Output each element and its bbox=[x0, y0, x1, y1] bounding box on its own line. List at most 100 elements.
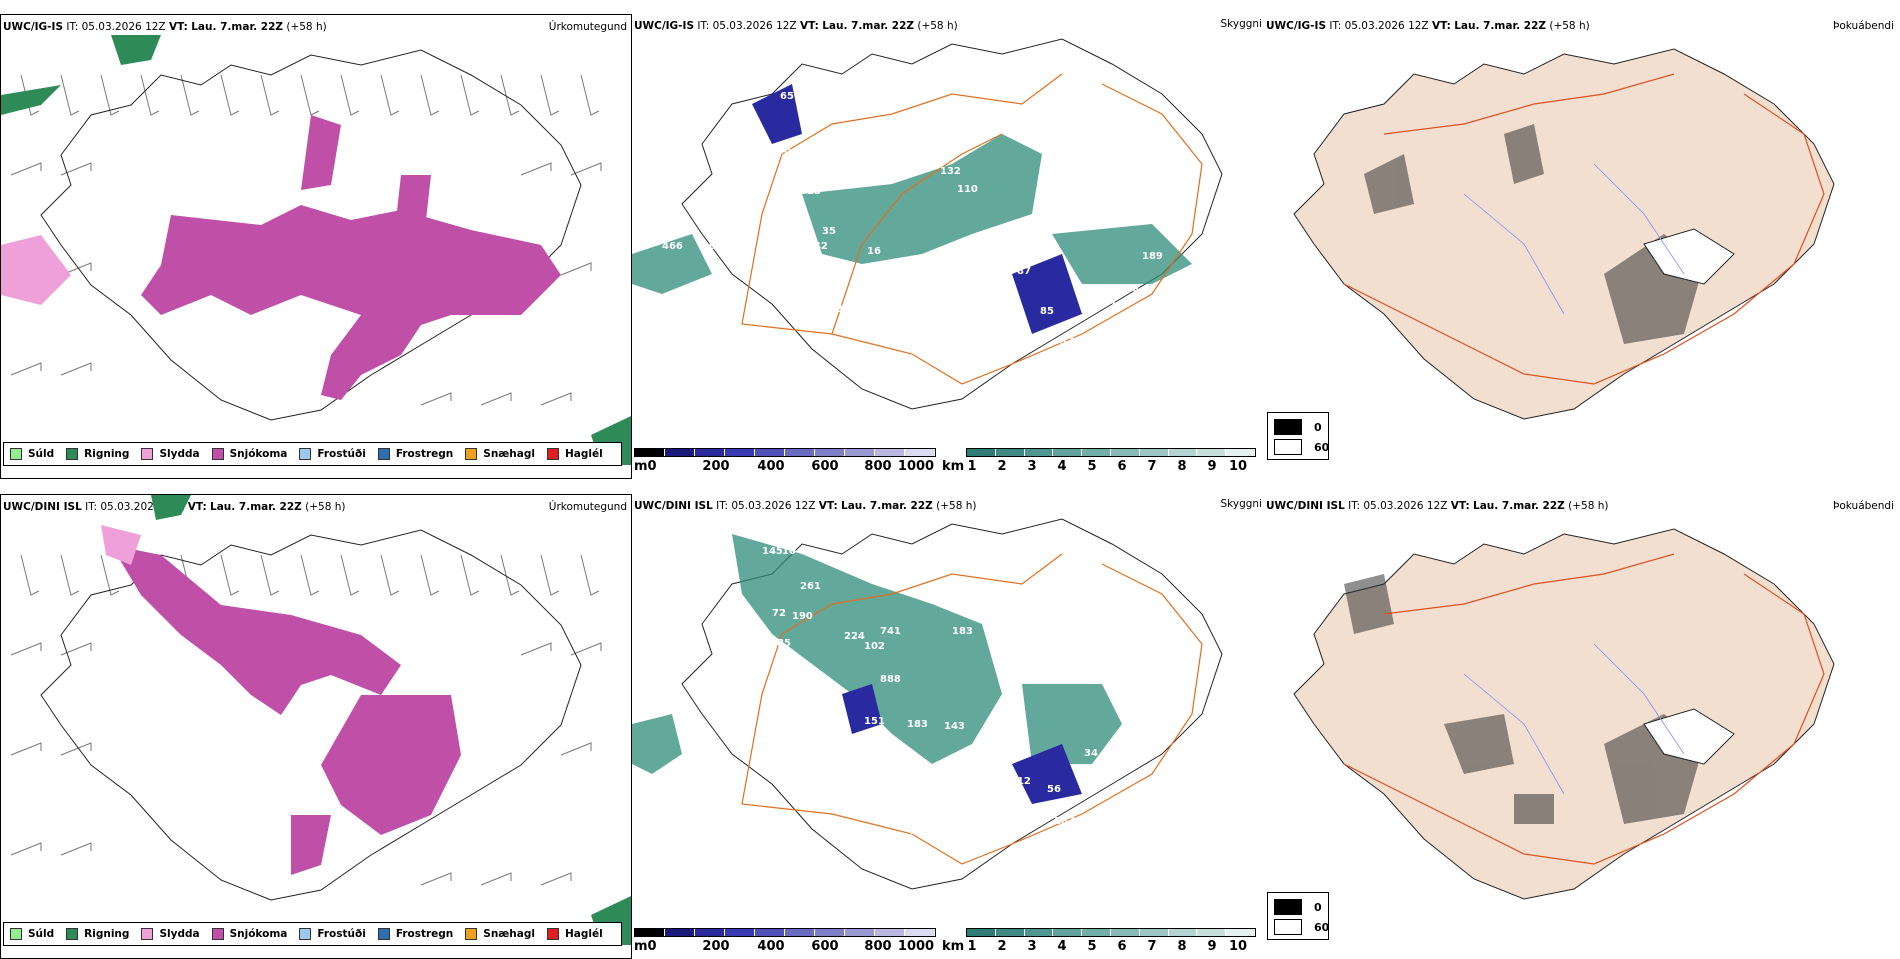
cloud-base-label: 104 bbox=[877, 741, 898, 752]
tick-label: 5 bbox=[1087, 939, 1097, 954]
sky-legend-item: 0 bbox=[1274, 899, 1322, 915]
colorbar-cell bbox=[1226, 449, 1255, 456]
panel-title: Þokuábendi bbox=[1833, 20, 1894, 32]
tick-label: 1 bbox=[967, 459, 977, 474]
cloud-base-label: 151 bbox=[864, 716, 885, 727]
panel-header: UWC/IG-IS IT: 05.03.2026 12Z VT: Lau. 7.… bbox=[1266, 20, 1590, 32]
cloud-base-label: 112 bbox=[902, 776, 923, 787]
cloud-base-label: 110 bbox=[957, 184, 978, 195]
cloud-base-areas bbox=[752, 84, 1082, 334]
colorbar-cell bbox=[665, 449, 695, 456]
fog-map bbox=[1293, 528, 1835, 900]
tick-label: 4 bbox=[1057, 939, 1067, 954]
precip-legend: Súld Rigning Slydda Snjókoma Frostúði Fr… bbox=[3, 442, 622, 466]
colorbar-cell bbox=[755, 449, 785, 456]
legend-swatch bbox=[1274, 419, 1302, 435]
rivers bbox=[1463, 163, 1685, 315]
cloud-base-label: 183 bbox=[952, 626, 973, 637]
legend-swatch bbox=[465, 448, 478, 460]
colorbar-cell bbox=[1168, 449, 1198, 456]
colorbar-cell bbox=[695, 929, 725, 936]
colorbar-cell bbox=[845, 929, 875, 936]
tick-label: 600 bbox=[811, 459, 839, 474]
fog-panel-bottom: UWC/DINI ISL IT: 05.03.2026 12Z VT: Lau.… bbox=[1264, 494, 1900, 959]
cloud-base-label: 60 bbox=[852, 741, 866, 752]
sky-legend: 0 60 bbox=[1267, 412, 1329, 460]
colorbar-cell bbox=[875, 449, 905, 456]
colorbar-cell bbox=[1139, 449, 1169, 456]
cloud-base-label: 190 bbox=[792, 611, 813, 622]
tick-label: 10 bbox=[1228, 459, 1248, 474]
cloud-base-ticks: 0 200 400 600 800 1000 bbox=[634, 459, 936, 475]
cloud-base-label: 85 bbox=[1040, 306, 1054, 317]
colorbar-cell bbox=[995, 449, 1025, 456]
tick-label: 2 bbox=[997, 939, 1007, 954]
glacier bbox=[1643, 228, 1735, 285]
cloud-base-label: 102 bbox=[864, 641, 885, 652]
legend-swatch bbox=[211, 448, 224, 460]
precip-map bbox=[1, 35, 631, 465]
legend-swatch bbox=[10, 928, 22, 940]
cloud-map: 65 30 180 30 132 110 62 13 35 69 77 40 4… bbox=[632, 38, 1223, 410]
panel-header: UWC/IG-IS IT: 05.03.2026 12Z VT: Lau. 7.… bbox=[634, 20, 958, 32]
cloud-base-label: 205 bbox=[910, 826, 931, 837]
cloud-base-label: 448 bbox=[1004, 744, 1025, 755]
legend-item-hail: Haglél bbox=[546, 928, 603, 940]
snow-areas bbox=[141, 115, 561, 400]
cloud-base-label: 35 bbox=[822, 226, 836, 237]
legend-swatch bbox=[377, 448, 390, 460]
iceland-outline bbox=[40, 529, 582, 901]
colorbar-cell bbox=[635, 449, 665, 456]
cloud-base-label: 73 bbox=[852, 279, 866, 290]
cloud-base-areas bbox=[842, 684, 1082, 804]
colorbar-cell bbox=[967, 929, 996, 936]
colorbar-cell bbox=[785, 929, 815, 936]
cloud-base-label: 40 bbox=[702, 241, 716, 252]
legend-item-freezing-drizzle: Frostúði bbox=[299, 448, 366, 460]
visibility-colorbar bbox=[966, 448, 1256, 457]
sky-legend: 0 60 bbox=[1267, 892, 1329, 940]
legend-item-graupel: Snæhagl bbox=[465, 448, 535, 460]
tick-label: 200 bbox=[702, 459, 730, 474]
iceland-outline bbox=[681, 518, 1223, 890]
colorbar-cell bbox=[725, 449, 755, 456]
colorbar-cell bbox=[1024, 449, 1054, 456]
tick-label: 6 bbox=[1117, 939, 1127, 954]
cloud-base-label: 166 bbox=[1110, 299, 1131, 310]
tick-label: 0 bbox=[647, 939, 657, 954]
rivers bbox=[1463, 643, 1685, 795]
tick-label: 6 bbox=[1117, 459, 1127, 474]
cloud-base-label: 27 bbox=[922, 266, 936, 277]
colorbar-cell bbox=[1110, 929, 1140, 936]
legend-item-graupel: Snæhagl bbox=[465, 928, 535, 940]
tick-label: 7 bbox=[1147, 939, 1157, 954]
cloud-base-label: 69 bbox=[1012, 331, 1026, 342]
sky-legend-item: 0 bbox=[1274, 419, 1322, 435]
cloud-base-colorbar bbox=[634, 448, 936, 457]
sleet-areas bbox=[1, 235, 71, 305]
cloud-base-label: 148 bbox=[1172, 644, 1193, 655]
panel-title: Þokuábendi bbox=[1833, 500, 1894, 512]
panel-header: UWC/DINI ISL IT: 05.03.2026 12Z VT: Lau.… bbox=[1266, 500, 1609, 512]
tick-label: 9 bbox=[1207, 459, 1217, 474]
legend-swatch bbox=[299, 448, 312, 460]
cloud-base-label: 149 bbox=[764, 534, 785, 545]
tick-label: 10 bbox=[1228, 939, 1248, 954]
colorbar-cell bbox=[815, 449, 845, 456]
iceland-land bbox=[1293, 48, 1835, 420]
colorbar-cell bbox=[665, 929, 695, 936]
visibility-areas bbox=[632, 134, 1192, 294]
panel-header: UWC/IG-IS IT: 05.03.2026 12Z VT: Lau. 7.… bbox=[3, 21, 327, 33]
tick-label: 8 bbox=[1177, 939, 1187, 954]
tick-label: 9 bbox=[1207, 939, 1217, 954]
legend-swatch bbox=[546, 448, 559, 460]
cloud-base-label: 85 bbox=[777, 638, 791, 649]
panel-title: Skyggni bbox=[1220, 18, 1263, 30]
colorbar-cell bbox=[1197, 929, 1227, 936]
colorbar-cell bbox=[785, 449, 815, 456]
cloud-base-label: 187 bbox=[1054, 816, 1075, 827]
cloud-base-label: 77 bbox=[722, 233, 736, 244]
legend-swatch bbox=[546, 928, 559, 940]
colorbar-cell bbox=[1110, 449, 1140, 456]
cloud-base-label: 142 bbox=[937, 246, 958, 257]
